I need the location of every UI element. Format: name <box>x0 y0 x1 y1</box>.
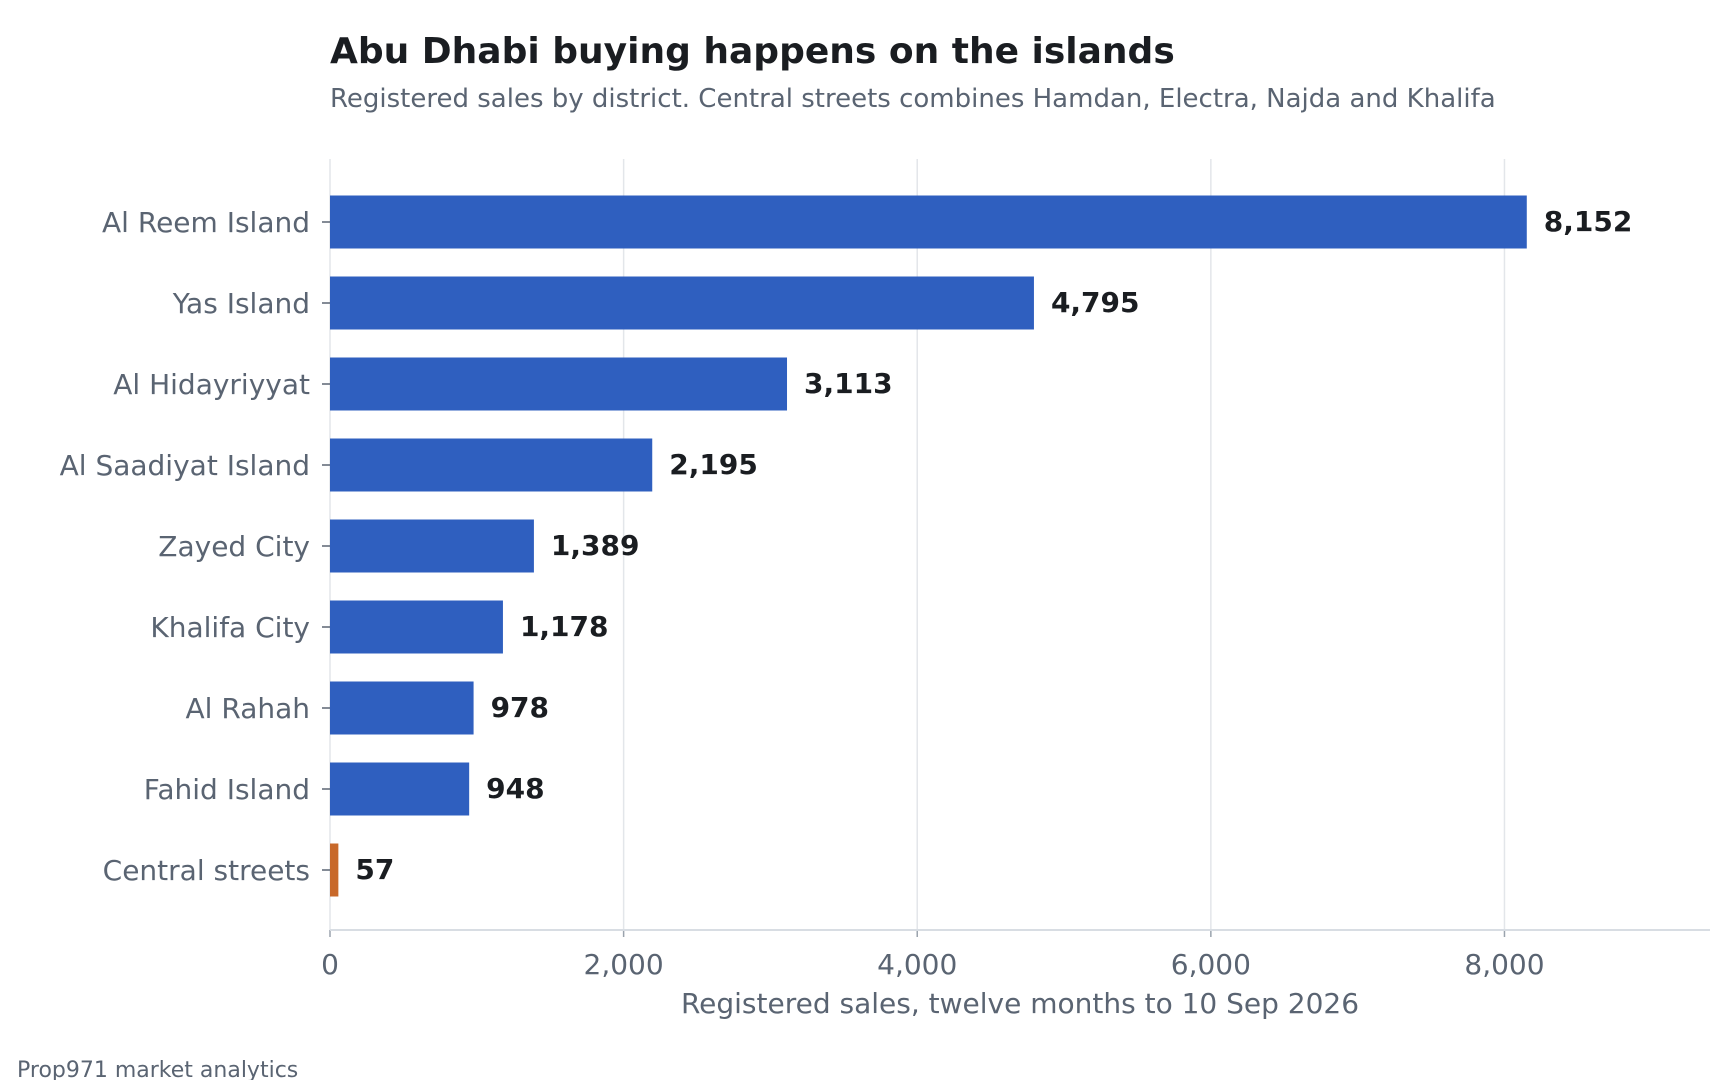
value-labels: 8,152 4,795 3,113 2,195 1,389 1,178 978 948 57 <box>355 205 1632 886</box>
x-tick-label: 4,000 <box>877 948 957 981</box>
source-note: Prop971 market analytics <box>17 1058 298 1080</box>
category-label: Khalifa City <box>150 611 310 644</box>
data-label: 978 <box>491 691 549 724</box>
bar <box>330 357 788 411</box>
data-label: 2,195 <box>669 448 758 481</box>
category-label: Al Saadiyat Island <box>60 449 310 482</box>
bar <box>330 681 474 735</box>
x-tick-label: 8,000 <box>1464 948 1544 981</box>
data-label: 8,152 <box>1544 205 1633 238</box>
data-label: 948 <box>486 772 544 805</box>
bar <box>330 276 1034 330</box>
category-label: Al Rahah <box>186 692 310 725</box>
data-label: 1,389 <box>551 529 640 562</box>
data-label: 4,795 <box>1051 286 1140 319</box>
category-label: Yas Island <box>172 287 310 320</box>
chart-title: Abu Dhabi buying happens on the islands <box>330 31 1175 72</box>
data-label: 57 <box>355 853 394 886</box>
category-labels: Al Reem Island Yas Island Al Hidayriyyat Al… <box>60 206 330 887</box>
data-label: 3,113 <box>804 367 893 400</box>
category-label: Zayed City <box>158 530 310 563</box>
bars <box>330 195 1527 897</box>
x-tick-label: 2,000 <box>584 948 664 981</box>
bar <box>330 762 470 816</box>
x-axis-label: Registered sales, twelve months to 10 Se… <box>681 987 1359 1020</box>
category-label: Al Hidayriyyat <box>113 368 310 401</box>
bar <box>330 843 339 897</box>
bar <box>330 195 1527 249</box>
x-tick-label: 6,000 <box>1171 948 1251 981</box>
category-label: Central streets <box>103 854 310 887</box>
category-label: Fahid Island <box>144 773 310 806</box>
bar <box>330 600 503 654</box>
bar <box>330 438 653 492</box>
x-tick-label: 0 <box>321 948 339 981</box>
chart-subtitle: Registered sales by district. Central st… <box>330 84 1496 114</box>
data-label: 1,178 <box>520 610 609 643</box>
bar <box>330 519 534 573</box>
x-axis-ticks: 0 2,000 4,000 6,000 8,000 <box>321 930 1545 981</box>
category-label: Al Reem Island <box>102 206 310 239</box>
